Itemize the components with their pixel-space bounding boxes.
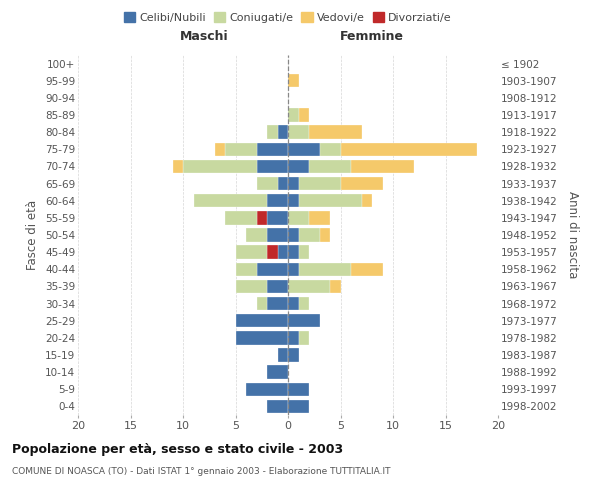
Bar: [246, 382, 288, 396]
Y-axis label: Anni di nascita: Anni di nascita: [566, 192, 579, 278]
Bar: [330, 280, 341, 293]
Bar: [267, 280, 288, 293]
Bar: [257, 262, 288, 276]
Bar: [320, 228, 330, 241]
Bar: [225, 211, 257, 224]
Bar: [235, 314, 288, 328]
Bar: [277, 177, 288, 190]
Bar: [267, 297, 288, 310]
Bar: [288, 228, 299, 241]
Bar: [288, 280, 330, 293]
Bar: [267, 246, 277, 259]
Bar: [299, 331, 309, 344]
Bar: [299, 194, 361, 207]
Bar: [299, 297, 309, 310]
Bar: [193, 194, 267, 207]
Text: Popolazione per età, sesso e stato civile - 2003: Popolazione per età, sesso e stato civil…: [12, 442, 343, 456]
Bar: [257, 142, 288, 156]
Bar: [277, 246, 288, 259]
Bar: [288, 194, 299, 207]
Bar: [299, 108, 309, 122]
Bar: [299, 228, 320, 241]
Bar: [299, 177, 341, 190]
Bar: [288, 348, 299, 362]
Bar: [235, 331, 288, 344]
Bar: [288, 74, 299, 88]
Bar: [267, 400, 288, 413]
Bar: [341, 142, 477, 156]
Bar: [309, 211, 330, 224]
Bar: [267, 211, 288, 224]
Bar: [277, 348, 288, 362]
Text: Maschi: Maschi: [179, 30, 229, 43]
Bar: [288, 246, 299, 259]
Bar: [288, 142, 320, 156]
Bar: [288, 400, 309, 413]
Bar: [288, 126, 309, 139]
Bar: [215, 142, 225, 156]
Bar: [225, 142, 257, 156]
Bar: [361, 194, 372, 207]
Bar: [320, 142, 341, 156]
Bar: [288, 160, 309, 173]
Bar: [299, 262, 351, 276]
Bar: [288, 382, 309, 396]
Bar: [173, 160, 183, 173]
Bar: [309, 126, 361, 139]
Bar: [235, 280, 267, 293]
Bar: [351, 262, 383, 276]
Bar: [288, 297, 299, 310]
Bar: [235, 262, 257, 276]
Bar: [288, 177, 299, 190]
Bar: [299, 246, 309, 259]
Bar: [267, 366, 288, 379]
Bar: [351, 160, 414, 173]
Y-axis label: Fasce di età: Fasce di età: [26, 200, 40, 270]
Bar: [257, 160, 288, 173]
Text: Femmine: Femmine: [340, 30, 404, 43]
Text: COMUNE DI NOASCA (TO) - Dati ISTAT 1° gennaio 2003 - Elaborazione TUTTITALIA.IT: COMUNE DI NOASCA (TO) - Dati ISTAT 1° ge…: [12, 468, 391, 476]
Bar: [183, 160, 257, 173]
Bar: [257, 211, 267, 224]
Bar: [267, 228, 288, 241]
Bar: [288, 262, 299, 276]
Bar: [257, 177, 277, 190]
Bar: [235, 246, 267, 259]
Bar: [341, 177, 383, 190]
Bar: [267, 126, 277, 139]
Bar: [288, 211, 309, 224]
Bar: [267, 194, 288, 207]
Legend: Celibi/Nubili, Coniugati/e, Vedovi/e, Divorziati/e: Celibi/Nubili, Coniugati/e, Vedovi/e, Di…: [120, 8, 456, 28]
Bar: [257, 297, 267, 310]
Bar: [288, 314, 320, 328]
Bar: [246, 228, 267, 241]
Bar: [288, 108, 299, 122]
Bar: [277, 126, 288, 139]
Bar: [288, 331, 299, 344]
Bar: [309, 160, 351, 173]
